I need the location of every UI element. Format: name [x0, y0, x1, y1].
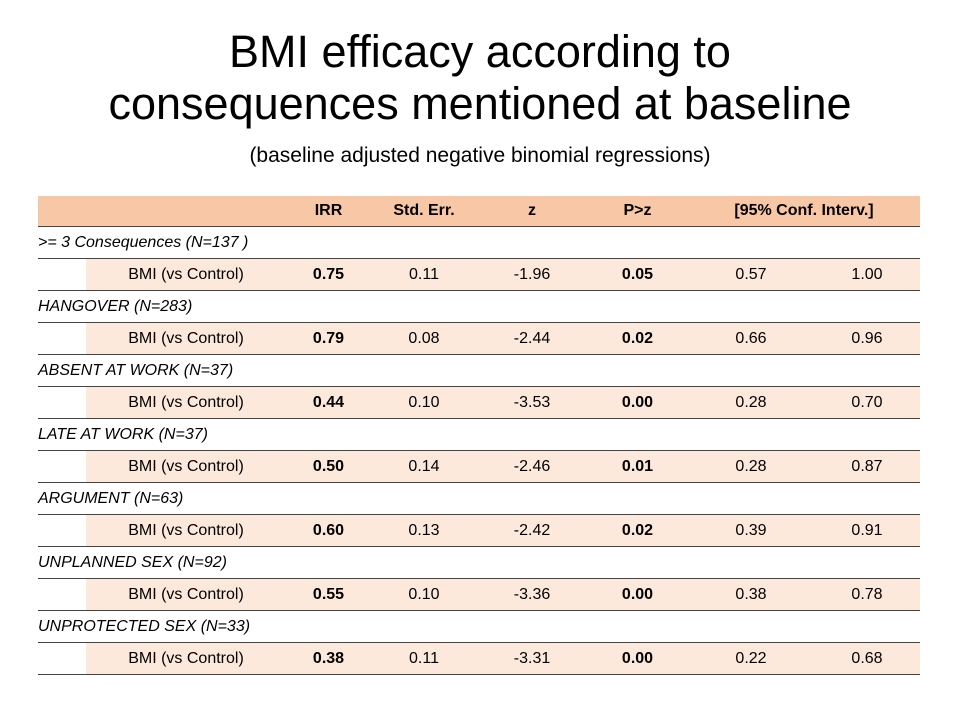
group-label: >= 3 Consequences (N=137 ) [38, 226, 920, 259]
group-label: UNPLANNED SEX (N=92) [38, 546, 920, 579]
group-row: ABSENT AT WORK (N=37) [38, 354, 920, 387]
irr-value: 0.55 [286, 578, 371, 611]
group-label: ARGUMENT (N=63) [38, 482, 920, 515]
row-indent [38, 642, 86, 675]
row-indent [38, 258, 86, 291]
data-row: BMI (vs Control) 0.75 0.11 -1.96 0.05 0.57 1.0… [38, 258, 920, 291]
header-p: P>z [587, 196, 688, 227]
group-row: LATE AT WORK (N=37) [38, 418, 920, 451]
ci-low-value: 0.28 [688, 450, 814, 483]
group-label: HANGOVER (N=283) [38, 290, 920, 323]
irr-value: 0.44 [286, 386, 371, 419]
table-body: >= 3 Consequences (N=137 ) BMI (vs Contro… [38, 226, 920, 675]
ci-low-value: 0.57 [688, 258, 814, 291]
z-value: -3.31 [477, 642, 587, 675]
group-row: UNPLANNED SEX (N=92) [38, 546, 920, 579]
ci-high-value: 0.68 [814, 642, 920, 675]
header-blank [38, 196, 286, 227]
z-value: -2.42 [477, 514, 587, 547]
ci-low-value: 0.22 [688, 642, 814, 675]
std-err-value: 0.13 [371, 514, 477, 547]
data-row: BMI (vs Control) 0.44 0.10 -3.53 0.00 0.28 0.7… [38, 386, 920, 419]
group-label: LATE AT WORK (N=37) [38, 418, 920, 451]
header-conf-interval: [95% Conf. Interv.] [688, 196, 920, 227]
slide-title: BMI efficacy according to consequences m… [0, 26, 960, 130]
header-row: IRR Std. Err. z P>z [95% Conf. Interv.] [38, 196, 920, 227]
header-z: z [477, 196, 587, 227]
row-indent [38, 514, 86, 547]
row-label: BMI (vs Control) [86, 386, 286, 419]
std-err-value: 0.10 [371, 386, 477, 419]
row-indent [38, 386, 86, 419]
std-err-value: 0.08 [371, 322, 477, 355]
title-line-1: BMI efficacy according to [229, 26, 731, 77]
p-value: 0.01 [587, 450, 688, 483]
ci-high-value: 1.00 [814, 258, 920, 291]
ci-high-value: 0.70 [814, 386, 920, 419]
slide-subtitle: (baseline adjusted negative binomial reg… [249, 144, 711, 167]
irr-value: 0.38 [286, 642, 371, 675]
p-value: 0.02 [587, 514, 688, 547]
p-value: 0.00 [587, 386, 688, 419]
p-value: 0.05 [587, 258, 688, 291]
ci-low-value: 0.38 [688, 578, 814, 611]
row-label: BMI (vs Control) [86, 642, 286, 675]
ci-low-value: 0.39 [688, 514, 814, 547]
row-indent [38, 450, 86, 483]
row-label: BMI (vs Control) [86, 322, 286, 355]
irr-value: 0.50 [286, 450, 371, 483]
row-label: BMI (vs Control) [86, 258, 286, 291]
p-value: 0.00 [587, 642, 688, 675]
std-err-value: 0.11 [371, 642, 477, 675]
title-line-2: consequences mentioned at baseline [108, 78, 852, 129]
z-value: -2.46 [477, 450, 587, 483]
group-label: UNPROTECTED SEX (N=33) [38, 610, 920, 643]
std-err-value: 0.11 [371, 258, 477, 291]
header-std-err: Std. Err. [371, 196, 477, 227]
row-indent [38, 322, 86, 355]
group-label: ABSENT AT WORK (N=37) [38, 354, 920, 387]
data-row: BMI (vs Control) 0.50 0.14 -2.46 0.01 0.28 0.8… [38, 450, 920, 483]
z-value: -3.53 [477, 386, 587, 419]
z-value: -3.36 [477, 578, 587, 611]
group-row: HANGOVER (N=283) [38, 290, 920, 323]
z-value: -2.44 [477, 322, 587, 355]
row-label: BMI (vs Control) [86, 578, 286, 611]
ci-high-value: 0.78 [814, 578, 920, 611]
data-row: BMI (vs Control) 0.60 0.13 -2.42 0.02 0.39 0.9… [38, 514, 920, 547]
row-indent [38, 578, 86, 611]
z-value: -1.96 [477, 258, 587, 291]
ci-high-value: 0.91 [814, 514, 920, 547]
std-err-value: 0.14 [371, 450, 477, 483]
p-value: 0.02 [587, 322, 688, 355]
group-row: UNPROTECTED SEX (N=33) [38, 610, 920, 643]
irr-value: 0.60 [286, 514, 371, 547]
irr-value: 0.79 [286, 322, 371, 355]
data-row: BMI (vs Control) 0.79 0.08 -2.44 0.02 0.66 0.9… [38, 322, 920, 355]
row-label: BMI (vs Control) [86, 450, 286, 483]
row-label: BMI (vs Control) [86, 514, 286, 547]
ci-high-value: 0.96 [814, 322, 920, 355]
group-row: ARGUMENT (N=63) [38, 482, 920, 515]
std-err-value: 0.10 [371, 578, 477, 611]
group-row: >= 3 Consequences (N=137 ) [38, 226, 920, 259]
ci-low-value: 0.66 [688, 322, 814, 355]
ci-high-value: 0.87 [814, 450, 920, 483]
ci-low-value: 0.28 [688, 386, 814, 419]
irr-value: 0.75 [286, 258, 371, 291]
data-row: BMI (vs Control) 0.38 0.11 -3.31 0.00 0.22 0.6… [38, 642, 920, 675]
data-row: BMI (vs Control) 0.55 0.10 -3.36 0.00 0.38 0.7… [38, 578, 920, 611]
header-irr: IRR [286, 196, 371, 227]
results-table: IRR Std. Err. z P>z [95% Conf. Interv.] … [38, 196, 920, 675]
p-value: 0.00 [587, 578, 688, 611]
